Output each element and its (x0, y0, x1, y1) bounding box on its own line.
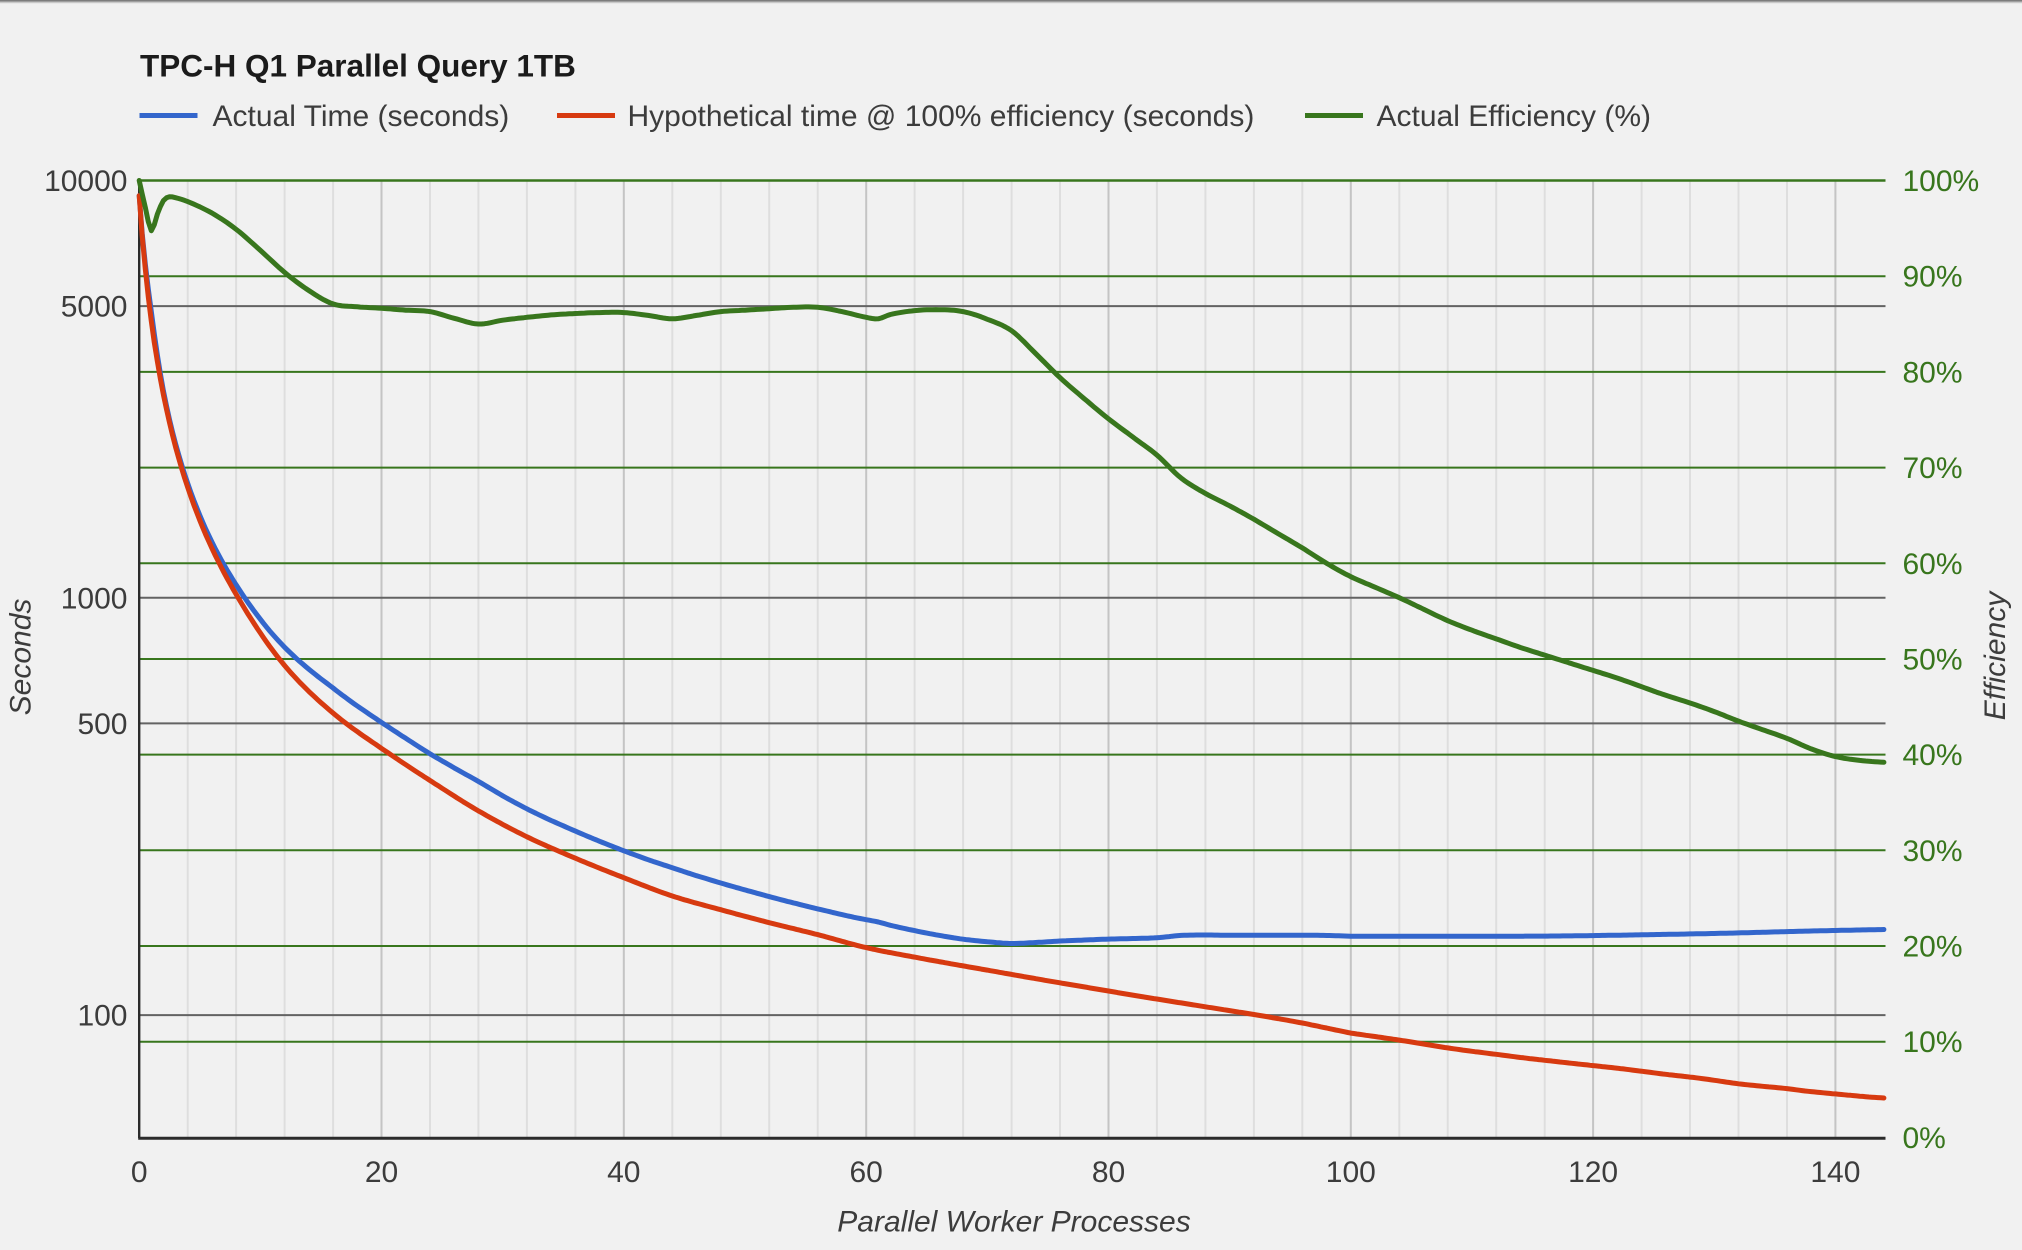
svg-text:Seconds: Seconds (5, 599, 38, 716)
svg-text:90%: 90% (1903, 261, 1963, 294)
svg-text:50%: 50% (1903, 644, 1963, 677)
svg-text:60%: 60% (1903, 548, 1963, 581)
svg-text:5000: 5000 (61, 291, 128, 324)
svg-text:20%: 20% (1903, 931, 1963, 964)
svg-text:10000: 10000 (44, 165, 127, 198)
svg-text:0: 0 (131, 1156, 148, 1189)
svg-text:80%: 80% (1903, 356, 1963, 389)
svg-text:100: 100 (77, 1000, 127, 1033)
svg-text:Efficiency: Efficiency (1979, 590, 2012, 720)
svg-text:0%: 0% (1903, 1122, 1946, 1155)
svg-text:100: 100 (1326, 1156, 1376, 1189)
svg-text:Hypothetical time @ 100% effic: Hypothetical time @ 100% efficiency (sec… (628, 100, 1255, 133)
svg-text:Parallel Worker Processes: Parallel Worker Processes (837, 1206, 1190, 1239)
svg-text:70%: 70% (1903, 452, 1963, 485)
svg-text:120: 120 (1568, 1156, 1618, 1189)
svg-text:500: 500 (77, 708, 127, 741)
svg-text:20: 20 (365, 1156, 398, 1189)
svg-text:140: 140 (1810, 1156, 1860, 1189)
svg-text:40%: 40% (1903, 739, 1963, 772)
svg-text:TPC-H Q1 Parallel Query 1TB: TPC-H Q1 Parallel Query 1TB (140, 48, 576, 84)
svg-text:Actual Efficiency (%): Actual Efficiency (%) (1377, 100, 1652, 133)
svg-text:100%: 100% (1903, 165, 1980, 198)
svg-text:60: 60 (850, 1156, 883, 1189)
svg-text:10%: 10% (1903, 1026, 1963, 1059)
svg-text:40: 40 (607, 1156, 640, 1189)
svg-text:30%: 30% (1903, 835, 1963, 868)
svg-text:1000: 1000 (61, 582, 128, 615)
svg-text:Actual Time (seconds): Actual Time (seconds) (213, 100, 510, 133)
svg-text:80: 80 (1092, 1156, 1125, 1189)
